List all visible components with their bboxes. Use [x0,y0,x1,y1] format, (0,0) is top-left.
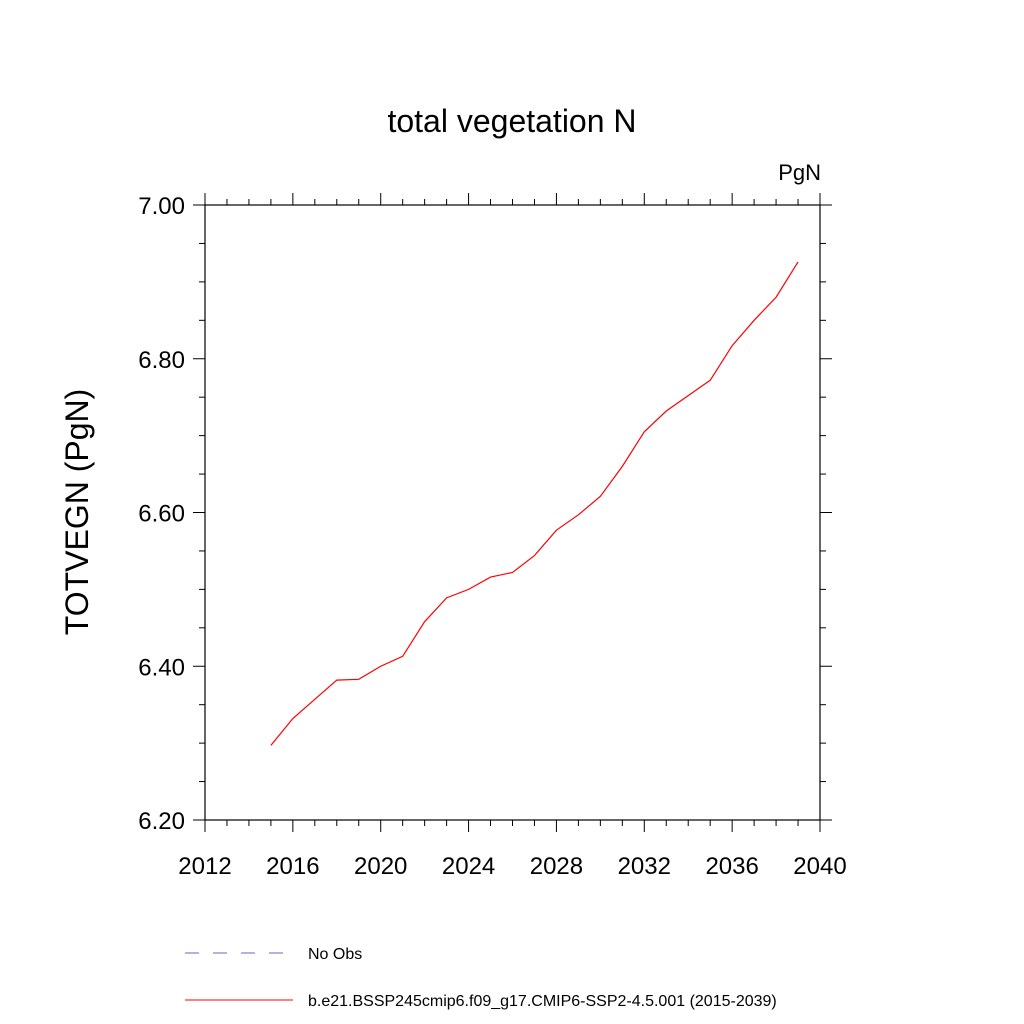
x-tick-label: 2016 [266,853,319,880]
y-tick-label: 6.60 [138,501,185,528]
chart-title: total vegetation N [387,103,636,139]
axis-ticks: 2012 2016 2020 2024 2028 2032 2036 2040 6.20 6.40… [138,193,847,880]
legend-label: No Obs [308,946,362,963]
y-tick-label: 6.20 [138,808,185,835]
plot-frame [204,204,821,821]
y-tick-label: 6.80 [138,347,185,374]
series-line [270,261,799,746]
x-tick-label: 2032 [618,853,671,880]
x-tick-label: 2012 [178,853,231,880]
y-tick-label: 7.00 [138,193,185,220]
x-tick-label: 2028 [530,853,583,880]
y-axis-label: TOTVEGN (PgN) [59,389,95,636]
data-series [270,261,799,746]
x-tick-label: 2040 [793,853,846,880]
legend-label: b.e21.BSSP245cmip6.f09_g17.CMIP6-SSP2-4.… [308,993,777,1010]
x-tick-label: 2036 [705,853,758,880]
x-tick-label: 2024 [442,853,495,880]
units-label: PgN [778,160,821,185]
legend: No Obs b.e21.BSSP245cmip6.f09_g17.CMIP6-S… [185,946,777,1010]
x-tick-label: 2020 [354,853,407,880]
y-tick-label: 6.40 [138,654,185,681]
